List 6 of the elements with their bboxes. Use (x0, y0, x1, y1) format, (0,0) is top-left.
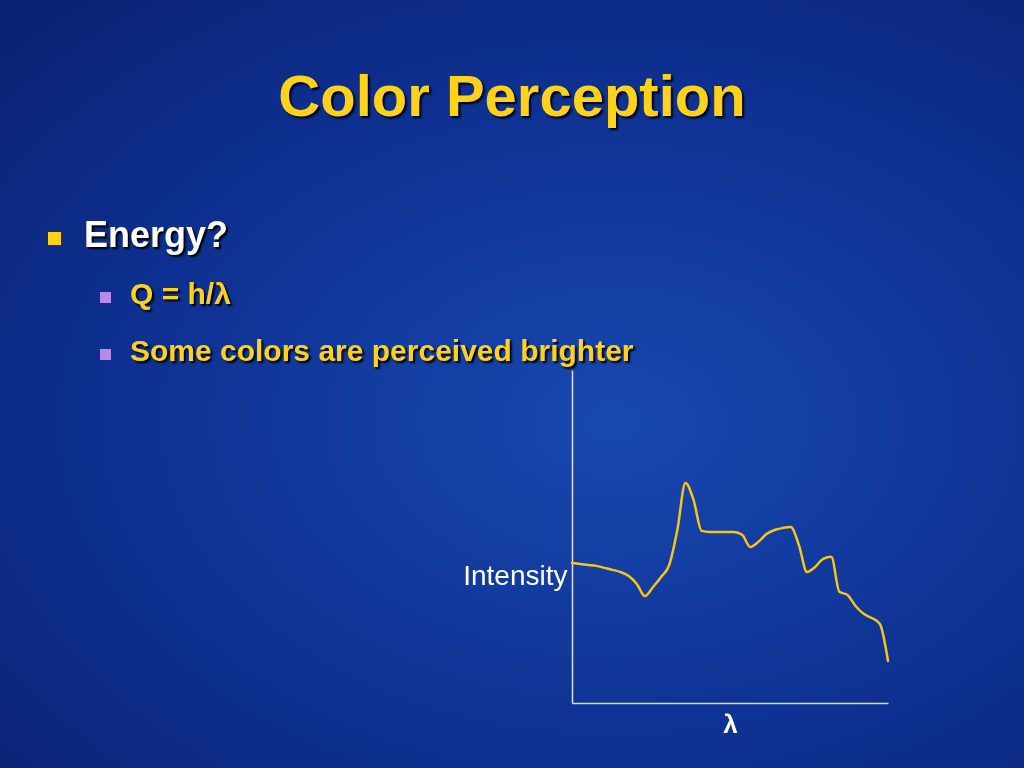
chart-title: Color Perception (277, 62, 747, 129)
text: Q = h/λ (130, 277, 231, 311)
x-axis-title: λ (723, 708, 739, 739)
text: Energy? (84, 214, 229, 256)
text: Some colors are perceived brighter (130, 334, 634, 368)
y-axis-title: Intensity (463, 559, 568, 591)
